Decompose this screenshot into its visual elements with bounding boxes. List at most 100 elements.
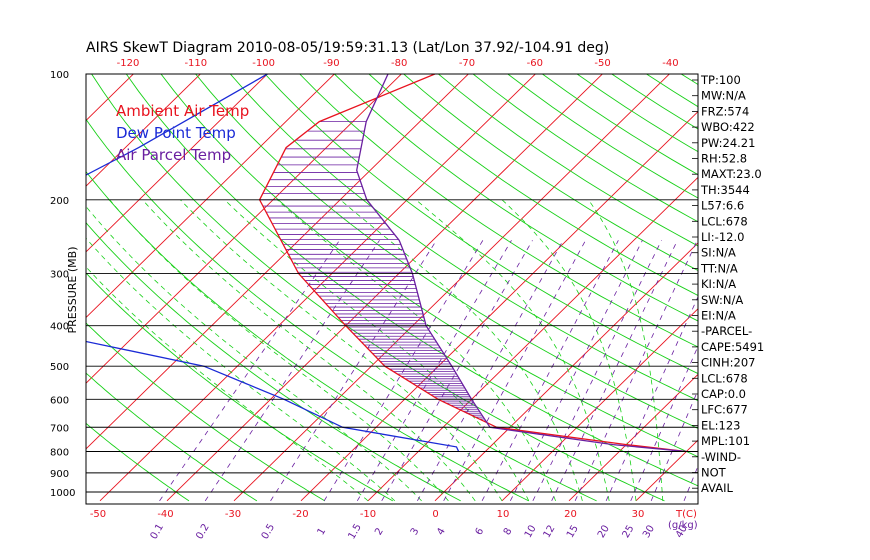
isotherm-line	[233, 74, 671, 502]
moist-adiabat-line	[224, 199, 530, 502]
stability-index: WBO:422	[701, 120, 755, 134]
mixing-ratio-line	[159, 240, 340, 502]
mixing-ratio-line	[443, 240, 586, 502]
dry-adiabat-line	[86, 118, 597, 502]
stability-index: PW:24.21	[701, 136, 755, 150]
parcel-temp-line	[356, 74, 687, 453]
mixing-ratio-tick-label: 1.5	[346, 522, 363, 541]
stability-index: CAP:0.0	[701, 387, 746, 401]
top-temp-tick-label: -100	[252, 58, 275, 69]
pressure-tick-label: 1000	[50, 488, 75, 499]
mixing-ratio-tick-label: 30	[641, 523, 657, 540]
stability-index: MAXT:23.0	[701, 167, 762, 181]
stability-index: SW:N/A	[701, 293, 743, 307]
moist-adiabat-line	[588, 199, 664, 501]
isotherm-line	[568, 373, 698, 502]
isotherm-line	[837, 55, 870, 501]
mixing-ratio-tick-label: 6	[474, 526, 487, 537]
isotherm-line	[86, 74, 403, 384]
stability-index: RH:52.8	[701, 152, 747, 166]
legend-entry: Dew Point Temp	[116, 124, 236, 142]
isotherm-line	[434, 242, 698, 502]
dry-adiabat-line	[368, 74, 698, 297]
stability-index: CAPE:5491	[701, 340, 764, 354]
mixing-ratio-line	[204, 240, 380, 502]
mixing-ratio-line	[551, 240, 678, 502]
dry-adiabat-line	[680, 74, 698, 86]
mixing-ratio-tick-label: 2	[373, 526, 386, 537]
isotherm-line	[86, 74, 470, 450]
temp-unit-label: T(C)	[675, 509, 697, 520]
top-temp-tick-label: -90	[323, 58, 339, 69]
stability-index: NOT	[701, 466, 727, 480]
bottom-temp-tick-label: 0	[432, 509, 438, 520]
bottom-temp-tick-label: 10	[497, 509, 510, 520]
pressure-tick-label: 500	[50, 362, 69, 373]
dry-adiabat-line	[437, 74, 698, 247]
dry-adiabat-line	[333, 74, 698, 322]
mixing-ratio-tick-label: 20	[596, 523, 612, 540]
stability-index: -WIND-	[701, 450, 741, 464]
isotherm-line	[770, 55, 870, 501]
dry-adiabat-line	[86, 322, 326, 502]
stability-index: LCL:678	[701, 214, 748, 228]
dry-adiabat-line	[86, 372, 258, 502]
moist-adiabat-line	[415, 199, 610, 501]
bottom-temp-tick-label: -20	[292, 509, 308, 520]
mixing-ratio-tick-label: 10	[523, 523, 539, 540]
mixing-ratio-tick-label: 8	[502, 526, 515, 537]
mixing-unit-label: (g/kg)	[668, 520, 698, 531]
bottom-temp-tick-label: 30	[632, 509, 645, 520]
mixing-ratio-line	[323, 240, 484, 502]
stability-index: EL:123	[701, 418, 741, 432]
dry-adiabat-line	[86, 222, 461, 502]
mixing-ratio-line	[356, 240, 512, 502]
pressure-tick-label: 200	[50, 196, 69, 207]
dry-adiabat-line	[299, 74, 698, 348]
stability-index: TP:100	[700, 73, 741, 87]
mixing-ratio-tick-label: 25	[621, 523, 637, 540]
mixing-ratio-line	[532, 240, 662, 502]
stability-index: FRZ:574	[701, 104, 749, 118]
dry-adiabat-line	[403, 74, 698, 271]
mixing-ratio-tick-label: 0.5	[260, 522, 277, 541]
top-temp-tick-label: -40	[662, 58, 678, 69]
stability-index: LCL:678	[701, 371, 748, 385]
moist-adiabat-line	[86, 266, 369, 502]
y-axis-label: PRESSURE (MB)	[66, 247, 79, 334]
bottom-temp-tick-label: 20	[564, 509, 577, 520]
mixing-ratio-tick-label: 15	[565, 523, 581, 540]
top-temp-tick-label: -120	[117, 58, 140, 69]
mixing-ratio-tick-label: 0.1	[149, 522, 166, 541]
bottom-temp-tick-label: -40	[157, 509, 173, 520]
mixing-ratio-line	[630, 345, 698, 502]
mixing-ratio-line	[381, 240, 533, 502]
dry-adiabat-line	[86, 422, 190, 502]
stability-index: LFC:677	[701, 403, 748, 417]
stability-index: L57:6.6	[701, 199, 744, 213]
mixing-ratio-tick-label: 3	[409, 526, 422, 537]
mixing-ratio-line	[574, 240, 698, 502]
dew-point-line	[86, 74, 460, 452]
bottom-temp-tick-label: -50	[90, 509, 106, 520]
stability-index: AVAIL	[701, 481, 734, 495]
mixing-ratio-line	[270, 240, 437, 502]
mixing-ratio-tick-label: 12	[542, 523, 558, 540]
legend-entry: Air Parcel Temp	[116, 146, 231, 164]
stability-index: TT:N/A	[700, 261, 738, 275]
dry-adiabat-line	[195, 74, 698, 429]
top-temp-tick-label: -110	[184, 58, 207, 69]
moist-adiabat-line	[340, 199, 583, 502]
pressure-tick-label: 700	[50, 423, 69, 434]
mixing-ratio-line	[481, 240, 619, 502]
isotherm-line	[86, 74, 202, 187]
isotherm-line	[501, 308, 698, 502]
bottom-temp-tick-label: -10	[360, 509, 376, 520]
stability-index: MPL:101	[701, 434, 750, 448]
dry-adiabat-line	[264, 74, 698, 375]
stability-index: TH:3544	[700, 183, 750, 197]
mixing-ratio-line	[509, 240, 643, 502]
stability-index: SI:N/A	[701, 246, 736, 260]
top-temp-tick-label: -60	[527, 58, 543, 69]
moist-adiabat-line	[86, 237, 396, 502]
